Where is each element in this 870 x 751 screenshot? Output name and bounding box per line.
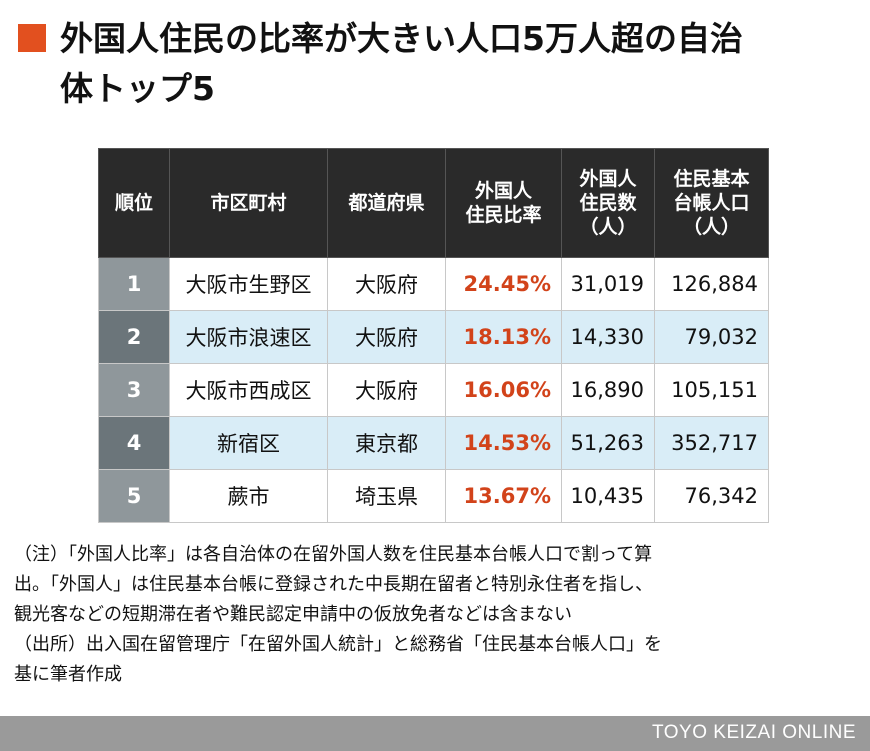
rank-cell: 5 [98, 469, 170, 523]
title-line-1: 外国人住民の比率が大きい人口5万人超の自治 [60, 19, 743, 58]
city-cell: 新宿区 [169, 416, 328, 470]
prefecture-cell: 大阪府 [327, 363, 446, 417]
table-row: 1 大阪市生野区 大阪府 24.45% 31,019 126,884 [98, 257, 769, 311]
ranking-table: 順位 市区町村 都道府県 外国人 住民比率 外国人 住民数 （人） 住民基本 台… [98, 148, 769, 523]
ratio-cell: 24.45% [445, 257, 562, 311]
header-foreign-ratio: 外国人 住民比率 [445, 148, 562, 258]
prefecture-cell: 大阪府 [327, 310, 446, 364]
rank-cell: 4 [98, 416, 170, 470]
ratio-cell: 16.06% [445, 363, 562, 417]
population-cell: 352,717 [654, 416, 769, 470]
header-rank: 順位 [98, 148, 170, 258]
foreign-count-cell: 51,263 [561, 416, 655, 470]
city-cell: 大阪市西成区 [169, 363, 328, 417]
table-row: 4 新宿区 東京都 14.53% 51,263 352,717 [98, 416, 769, 470]
title-block: 外国人住民の比率が大きい人口5万人超の自治 体トップ5 [18, 14, 858, 114]
ratio-cell: 18.13% [445, 310, 562, 364]
notes-block: （注）「外国人比率」は各自治体の在留外国人数を住民基本台帳人口で割って算 出。「… [14, 540, 860, 690]
city-cell: 大阪市浪速区 [169, 310, 328, 364]
note-line: 観光客などの短期滞在者や難民認定申請中の仮放免者などは含まない [14, 604, 572, 625]
rank-cell: 2 [98, 310, 170, 364]
population-cell: 105,151 [654, 363, 769, 417]
population-cell: 76,342 [654, 469, 769, 523]
ratio-cell: 14.53% [445, 416, 562, 470]
prefecture-cell: 大阪府 [327, 257, 446, 311]
page-title: 外国人住民の比率が大きい人口5万人超の自治 体トップ5 [60, 14, 858, 114]
table-row: 2 大阪市浪速区 大阪府 18.13% 14,330 79,032 [98, 310, 769, 364]
note-line: （注）「外国人比率」は各自治体の在留外国人数を住民基本台帳人口で割って算 [14, 544, 653, 565]
table-header-row: 順位 市区町村 都道府県 外国人 住民比率 外国人 住民数 （人） 住民基本 台… [98, 148, 769, 258]
city-cell: 蕨市 [169, 469, 328, 523]
header-foreign-residents: 外国人 住民数 （人） [561, 148, 655, 258]
note-line: 出。「外国人」は住民基本台帳に登録された中長期在留者と特別永住者を指し、 [14, 574, 653, 595]
header-city: 市区町村 [169, 148, 328, 258]
city-cell: 大阪市生野区 [169, 257, 328, 311]
ratio-cell: 13.67% [445, 469, 562, 523]
header-prefecture: 都道府県 [327, 148, 446, 258]
table-row: 3 大阪市西成区 大阪府 16.06% 16,890 105,151 [98, 363, 769, 417]
title-line-2: 体トップ5 [60, 69, 215, 108]
foreign-count-cell: 10,435 [561, 469, 655, 523]
footer-credit: TOYO KEIZAI ONLINE [652, 722, 856, 743]
foreign-count-cell: 31,019 [561, 257, 655, 311]
footer-bar: TOYO KEIZAI ONLINE [0, 716, 870, 751]
title-accent-square [18, 24, 46, 52]
population-cell: 126,884 [654, 257, 769, 311]
source-line: 基に筆者作成 [14, 664, 122, 685]
prefecture-cell: 埼玉県 [327, 469, 446, 523]
rank-cell: 1 [98, 257, 170, 311]
table-row: 5 蕨市 埼玉県 13.67% 10,435 76,342 [98, 469, 769, 523]
header-registry-population: 住民基本 台帳人口 （人） [654, 148, 769, 258]
population-cell: 79,032 [654, 310, 769, 364]
source-line: （出所）出入国在留管理庁「在留外国人統計」と総務省「住民基本台帳人口」を [14, 634, 662, 655]
foreign-count-cell: 16,890 [561, 363, 655, 417]
foreign-count-cell: 14,330 [561, 310, 655, 364]
rank-cell: 3 [98, 363, 170, 417]
prefecture-cell: 東京都 [327, 416, 446, 470]
